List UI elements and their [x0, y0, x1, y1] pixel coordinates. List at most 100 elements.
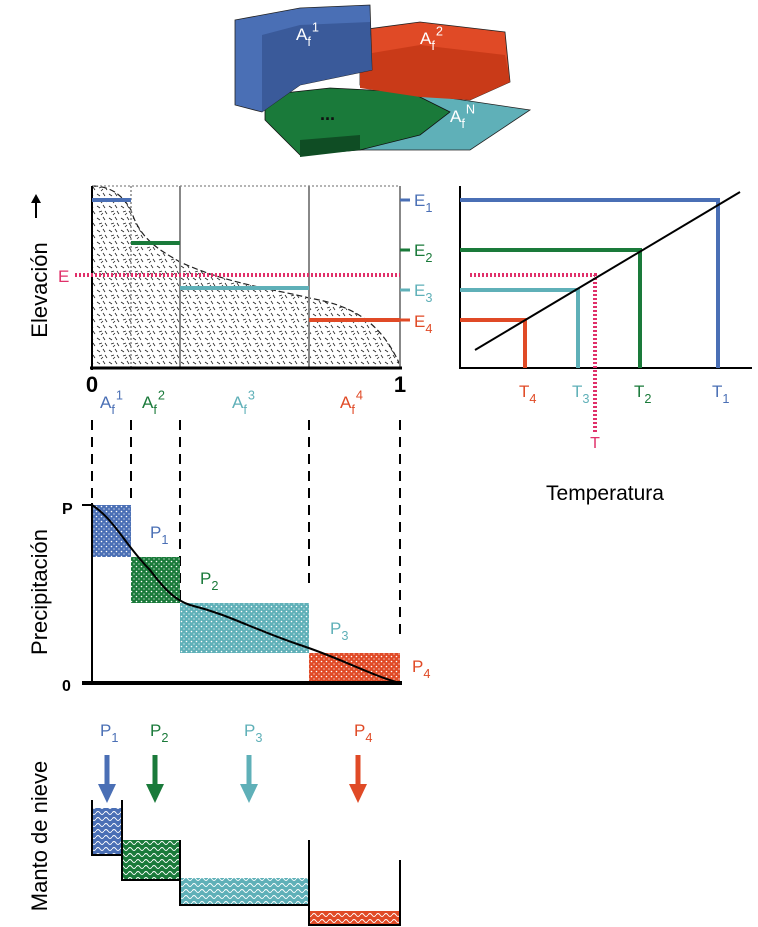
label: 1 — [394, 372, 406, 397]
precip-curve — [91, 504, 401, 684]
label-base: A — [100, 393, 112, 412]
label-base: A — [340, 393, 352, 412]
label: P3 — [330, 619, 348, 643]
label-sup: 1 — [116, 388, 123, 403]
label-sup: 4 — [356, 388, 363, 403]
label-base: A — [296, 25, 308, 44]
label: Af4 — [340, 388, 363, 417]
label-sub: 2 — [644, 391, 651, 406]
arrow-head — [146, 784, 164, 803]
label-sub: 3 — [341, 628, 348, 643]
label-sub: 1 — [722, 391, 729, 406]
label-base: P — [200, 569, 211, 588]
snow-texture — [180, 878, 309, 905]
label-sub: 3 — [425, 290, 432, 305]
elevation-panel — [31, 185, 410, 370]
label-base: E — [414, 312, 425, 331]
label-base: P — [244, 721, 255, 740]
block-blue-front — [262, 22, 372, 112]
block-green-side — [300, 135, 360, 157]
label-sup: 2 — [436, 24, 443, 39]
block-red-side — [360, 45, 510, 100]
label: Precipitación — [27, 529, 52, 655]
label-base: T — [519, 382, 529, 401]
label-base: A — [142, 393, 154, 412]
label-sub: f — [243, 402, 247, 417]
label: ... — [320, 104, 335, 124]
label: T4 — [519, 382, 536, 406]
label-base: E — [414, 191, 425, 210]
label: E3 — [414, 281, 432, 305]
label: T2 — [634, 382, 651, 406]
label: Af2 — [142, 388, 165, 417]
label-base: T — [634, 382, 644, 401]
snow-texture — [92, 808, 122, 855]
label-base: P — [150, 721, 161, 740]
label: E1 — [414, 191, 432, 215]
label-sub: f — [307, 34, 311, 49]
up-arrow-head — [31, 194, 41, 203]
label-sub: f — [111, 402, 115, 417]
label-base: E — [414, 281, 425, 300]
label-base: A — [450, 107, 462, 126]
label-base: P — [100, 721, 111, 740]
container — [91, 800, 123, 856]
block-green — [264, 87, 451, 156]
block-diagram — [234, 4, 532, 157]
label: Af2 — [420, 24, 443, 53]
label-sup: N — [466, 102, 475, 117]
label-sub: f — [351, 402, 355, 417]
arrow-head — [349, 784, 367, 803]
label-sub: f — [431, 38, 435, 53]
elevation-fill — [92, 186, 400, 368]
temperature-panel — [459, 186, 752, 432]
label: Af1 — [296, 20, 319, 49]
label-base: A — [420, 29, 432, 48]
label: T3 — [572, 382, 589, 406]
label: Temperatura — [546, 482, 664, 505]
snow-texture — [122, 840, 180, 880]
arrow-head — [240, 784, 258, 803]
label-sub: f — [153, 402, 157, 417]
precipitation-panel — [82, 503, 402, 685]
label-sub: 1 — [161, 532, 168, 547]
label: P1 — [150, 523, 168, 547]
label: E2 — [414, 241, 432, 265]
label: P4 — [412, 657, 430, 681]
label-sub: 4 — [365, 730, 372, 745]
label-base: A — [232, 393, 244, 412]
label: Manto de nieve — [27, 761, 52, 911]
label-base: P — [354, 721, 365, 740]
label-sup: 3 — [248, 388, 255, 403]
label-base: P — [412, 657, 423, 676]
label: 0 — [86, 372, 98, 397]
label: E4 — [414, 312, 432, 336]
label: P — [62, 501, 73, 518]
label: T1 — [712, 382, 729, 406]
label-sub: 2 — [425, 250, 432, 265]
connectors — [91, 420, 401, 640]
label-sub: 2 — [211, 578, 218, 593]
t-line — [470, 273, 597, 432]
precip-texture — [180, 603, 309, 653]
label: E — [58, 267, 69, 286]
label-base: P — [330, 619, 341, 638]
container — [308, 840, 401, 926]
label-sub: 1 — [111, 730, 118, 745]
label-sup: 2 — [158, 388, 165, 403]
label: Af1 — [100, 388, 123, 417]
precip-texture — [92, 505, 131, 557]
snowpack-panel — [91, 755, 401, 926]
label-sub: 4 — [529, 391, 536, 406]
label-sup: 1 — [312, 20, 319, 35]
label: P2 — [200, 569, 218, 593]
label: 0 — [62, 678, 71, 695]
label: Elevación — [27, 242, 52, 337]
arrow-head — [98, 784, 116, 803]
label: AfN — [450, 102, 475, 131]
label-sub: 1 — [425, 200, 432, 215]
label: Af3 — [232, 388, 255, 417]
label-sub: 3 — [582, 391, 589, 406]
